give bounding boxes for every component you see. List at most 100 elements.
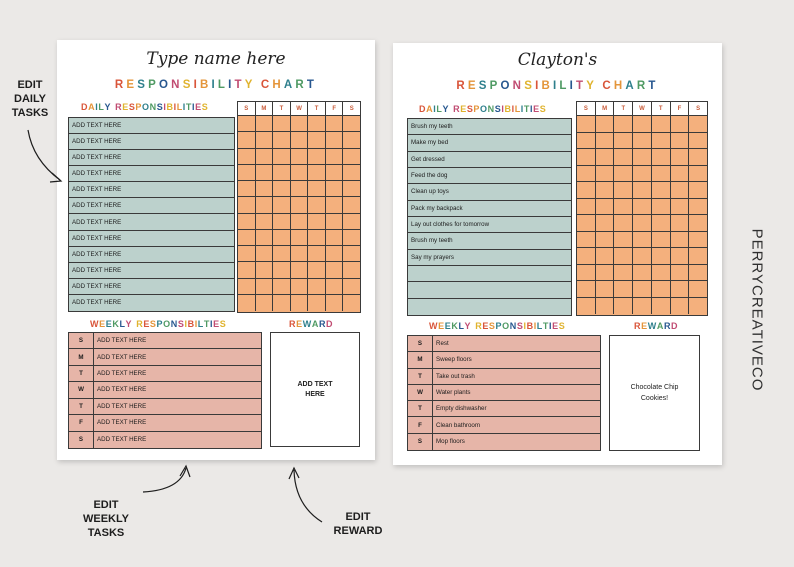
day-checkbox[interactable] xyxy=(633,165,652,181)
day-checkbox[interactable] xyxy=(596,281,615,297)
day-checkbox[interactable] xyxy=(273,278,291,294)
day-checkbox[interactable] xyxy=(256,278,274,294)
day-checkbox[interactable] xyxy=(273,262,291,278)
day-checkbox[interactable] xyxy=(326,213,344,229)
day-checkbox[interactable] xyxy=(308,262,326,278)
day-checkbox[interactable] xyxy=(273,294,291,311)
day-checkbox[interactable] xyxy=(273,164,291,180)
day-checkbox[interactable] xyxy=(633,182,652,198)
day-checkbox[interactable] xyxy=(652,215,671,231)
day-checkbox[interactable] xyxy=(273,229,291,245)
day-checkbox[interactable] xyxy=(308,164,326,180)
day-checkbox[interactable] xyxy=(614,132,634,148)
day-checkbox[interactable] xyxy=(256,164,274,180)
weekly-task[interactable]: ADD TEXT HERE xyxy=(97,353,147,361)
day-checkbox[interactable] xyxy=(596,149,615,165)
day-checkbox[interactable] xyxy=(652,182,671,198)
day-checkbox[interactable] xyxy=(256,116,274,132)
day-checkbox[interactable] xyxy=(308,148,326,164)
day-checkbox[interactable] xyxy=(291,148,309,164)
daily-task-row[interactable]: ADD TEXT HERE xyxy=(69,134,234,151)
day-checkbox[interactable] xyxy=(577,264,596,280)
day-checkbox[interactable] xyxy=(671,215,690,231)
day-checkbox[interactable] xyxy=(633,116,652,132)
day-checkbox[interactable] xyxy=(652,149,671,165)
day-checkbox[interactable] xyxy=(577,116,596,132)
day-checkbox[interactable] xyxy=(326,116,344,132)
daily-task-row[interactable] xyxy=(408,282,571,299)
day-checkbox[interactable] xyxy=(614,281,634,297)
weekly-task[interactable]: Mop floors xyxy=(436,438,465,446)
day-checkbox[interactable] xyxy=(633,215,652,231)
daily-task-row[interactable]: ADD TEXT HERE xyxy=(69,231,234,247)
day-checkbox[interactable] xyxy=(596,297,615,314)
day-checkbox[interactable] xyxy=(256,262,274,278)
day-checkbox[interactable] xyxy=(308,229,326,245)
day-checkbox[interactable] xyxy=(577,198,596,214)
child-name-placeholder[interactable]: Type name here xyxy=(146,49,286,69)
day-checkbox[interactable] xyxy=(238,229,256,245)
day-checkbox[interactable] xyxy=(308,181,326,197)
day-checkbox[interactable] xyxy=(238,262,256,278)
day-checkbox[interactable] xyxy=(291,164,309,180)
day-checkbox[interactable] xyxy=(671,149,690,165)
day-checkbox[interactable] xyxy=(326,229,344,245)
day-checkbox[interactable] xyxy=(614,264,634,280)
day-checkbox[interactable] xyxy=(577,182,596,198)
day-checkbox[interactable] xyxy=(577,248,596,264)
daily-task-row[interactable]: ADD TEXT HERE xyxy=(69,198,234,215)
daily-task-row[interactable]: Brush my teeth xyxy=(408,233,571,250)
day-checkbox[interactable] xyxy=(238,294,256,311)
day-checkbox[interactable] xyxy=(596,132,615,148)
day-checkbox[interactable] xyxy=(577,165,596,181)
weekly-task[interactable]: ADD TEXT HERE xyxy=(97,370,147,378)
day-checkbox[interactable] xyxy=(633,132,652,148)
daily-task-row[interactable]: ADD TEXT HERE xyxy=(72,299,122,307)
day-checkbox[interactable] xyxy=(633,248,652,264)
day-checkbox[interactable] xyxy=(671,297,690,314)
day-checkbox[interactable] xyxy=(652,132,671,148)
day-checkbox[interactable] xyxy=(652,165,671,181)
day-checkbox[interactable] xyxy=(238,278,256,294)
day-checkbox[interactable] xyxy=(577,281,596,297)
daily-task-row[interactable]: Make my bed xyxy=(408,135,571,152)
day-checkbox[interactable] xyxy=(291,278,309,294)
day-checkbox[interactable] xyxy=(291,181,309,197)
day-checkbox[interactable] xyxy=(596,165,615,181)
day-checkbox[interactable] xyxy=(671,198,690,214)
day-checkbox[interactable] xyxy=(256,132,274,148)
weekly-task[interactable]: Empty dishwasher xyxy=(436,405,487,413)
day-checkbox[interactable] xyxy=(256,294,274,311)
daily-task-row[interactable]: Get dressed xyxy=(408,152,571,168)
daily-task-row[interactable]: ADD TEXT HERE xyxy=(69,263,234,279)
weekly-task[interactable]: Take out trash xyxy=(436,372,475,380)
day-checkbox[interactable] xyxy=(256,181,274,197)
day-checkbox[interactable] xyxy=(308,294,326,311)
day-checkbox[interactable] xyxy=(614,297,634,314)
day-checkbox[interactable] xyxy=(238,181,256,197)
weekly-task[interactable]: Sweep floors xyxy=(436,356,472,364)
day-checkbox[interactable] xyxy=(671,165,690,181)
day-checkbox[interactable] xyxy=(256,213,274,229)
day-checkbox[interactable] xyxy=(671,182,690,198)
weekly-task[interactable]: ADD TEXT HERE xyxy=(97,386,147,394)
daily-task-row[interactable] xyxy=(408,266,571,283)
daily-task-row[interactable]: ADD TEXT HERE xyxy=(69,182,234,199)
daily-task-row[interactable]: Clean up toys xyxy=(408,184,571,201)
day-checkbox[interactable] xyxy=(238,246,256,262)
day-checkbox[interactable] xyxy=(652,231,671,247)
weekly-task[interactable]: Water plants xyxy=(436,388,471,396)
day-checkbox[interactable] xyxy=(652,198,671,214)
day-checkbox[interactable] xyxy=(291,116,309,132)
day-checkbox[interactable] xyxy=(291,262,309,278)
reward-box[interactable]: ADD TEXT HERE xyxy=(270,332,360,447)
day-checkbox[interactable] xyxy=(577,215,596,231)
day-checkbox[interactable] xyxy=(273,148,291,164)
day-checkbox[interactable] xyxy=(326,246,344,262)
daily-task-row[interactable]: ADD TEXT HERE xyxy=(69,118,234,135)
day-checkbox[interactable] xyxy=(273,116,291,132)
daily-task-row[interactable]: Feed the dog xyxy=(408,168,571,185)
day-checkbox[interactable] xyxy=(291,197,309,213)
day-checkbox[interactable] xyxy=(577,132,596,148)
day-checkbox[interactable] xyxy=(633,281,652,297)
